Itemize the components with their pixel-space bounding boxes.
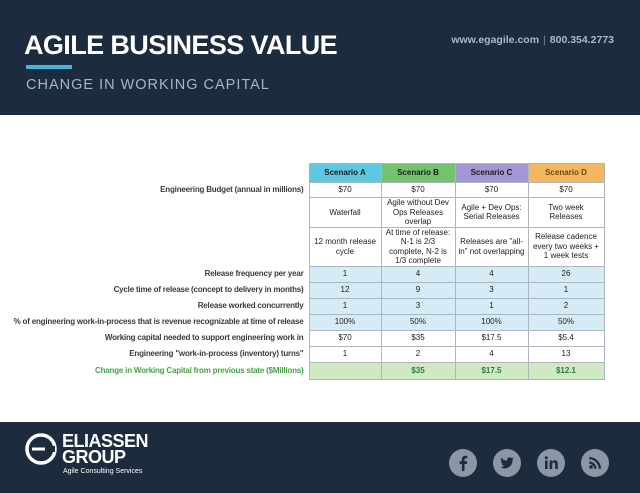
table-cell: 12 <box>308 281 382 299</box>
table-cell: Agile + Dev Ops: Serial Releases <box>454 197 529 228</box>
table-row: Release frequency per year 1 4 4 26 <box>0 265 605 283</box>
table-cell: 13 <box>527 345 605 363</box>
table-cell: Two week Releases <box>527 197 605 228</box>
table-row: Cycle time of release (concept to delive… <box>0 281 605 299</box>
table-cell: At time of release: N-1 is 2/3 complete,… <box>380 226 456 267</box>
working-capital-table: Scenario A Scenario B Scenario C Scenari… <box>0 163 605 380</box>
table-cell: $70 <box>454 182 529 198</box>
table-cell: $35 <box>380 329 456 347</box>
eliassen-logo-icon <box>24 432 58 471</box>
table-cell: $70 <box>308 182 382 198</box>
table-cell: Release cadence every two weeks + 1 week… <box>527 226 605 267</box>
table-row: 12 month release cycle At time of releas… <box>0 226 605 267</box>
table-cell: $70 <box>380 182 456 198</box>
table-row: Release worked concurrently 1 3 1 2 <box>0 297 605 315</box>
table-cell: $35 <box>380 361 456 380</box>
table-cell: $70 <box>527 182 605 198</box>
scenario-header-row: Scenario A Scenario B Scenario C Scenari… <box>0 163 605 183</box>
row-label: Release frequency per year <box>204 269 304 279</box>
table-cell: $5.4 <box>527 329 605 347</box>
scenario-b-header: Scenario B <box>380 163 456 183</box>
table-cell: 100% <box>308 313 382 331</box>
logo-wordmark-line2: GROUP <box>62 447 126 467</box>
row-label: Change in Working Capital from previous … <box>95 365 304 375</box>
table-cell: 1 <box>308 265 382 283</box>
table-cell: 12 month release cycle <box>308 226 382 267</box>
table-cell: 2 <box>527 297 605 315</box>
rss-icon[interactable] <box>581 449 609 477</box>
table-cell: Releases are "all-in" not overlapping <box>454 226 529 267</box>
header-banner: AGILE BUSINESS VALUE CHANGE IN WORKING C… <box>0 0 640 115</box>
twitter-icon[interactable] <box>493 449 521 477</box>
table-cell: Waterfall <box>308 197 382 228</box>
row-label: % of engineering work-in-process that is… <box>13 317 304 327</box>
table-cell: 1 <box>308 297 382 315</box>
table-row: Waterfall Agile without Dev Ops Releases… <box>0 197 605 228</box>
title-underline <box>26 65 72 69</box>
website-link[interactable]: www.egagile.com <box>451 34 540 46</box>
table-cell: 50% <box>380 313 456 331</box>
table-cell: 3 <box>380 297 456 315</box>
table-cell: 4 <box>380 265 456 283</box>
table-cell: 1 <box>308 345 382 363</box>
scenario-a-header: Scenario A <box>308 163 382 183</box>
table-cell: 50% <box>527 313 605 331</box>
table-cell: 4 <box>454 345 529 363</box>
header-spacer <box>0 164 309 183</box>
scenario-d-header: Scenario D <box>527 163 605 183</box>
logo-tagline: Agile Consulting Services <box>63 468 143 475</box>
table-cell: 100% <box>454 313 529 331</box>
table-cell: 26 <box>527 265 605 283</box>
footer-banner: ELIASSEN GROUP Agile Consulting Services <box>0 422 640 493</box>
page-title: AGILE BUSINESS VALUE <box>24 30 338 60</box>
contact-separator: | <box>543 34 546 46</box>
phone-number: 800.354.2773 <box>549 34 614 46</box>
row-label: Release worked concurrently <box>197 301 304 311</box>
scenario-c-header: Scenario C <box>454 163 529 183</box>
table-cell: $12.1 <box>527 361 605 380</box>
table-cell: $70 <box>308 329 382 347</box>
table-cell: 3 <box>454 281 529 299</box>
row-label <box>0 227 309 266</box>
logo-wordmark-line1: ELIASSEN <box>62 431 149 451</box>
table-row: Engineering "work-in-process (inventory)… <box>0 345 605 363</box>
page-subtitle: CHANGE IN WORKING CAPITAL <box>26 77 270 93</box>
table-cell <box>308 361 382 380</box>
contact-info: www.egagile.com | 800.354.2773 <box>451 34 614 46</box>
row-label: Working capital needed to support engine… <box>104 333 304 343</box>
table-cell: Agile without Dev Ops Releases overlap <box>380 197 456 228</box>
table-row: Working capital needed to support engine… <box>0 329 605 347</box>
table-cell: 4 <box>454 265 529 283</box>
table-row: Engineering Budget (annual in millions) … <box>0 182 605 198</box>
table-cell: 1 <box>527 281 605 299</box>
table-cell: $17.5 <box>454 361 529 380</box>
table-cell: 1 <box>454 297 529 315</box>
table-cell: 9 <box>380 281 456 299</box>
table-cell: 2 <box>380 345 456 363</box>
facebook-icon[interactable] <box>449 449 477 477</box>
linkedin-icon[interactable] <box>537 449 565 477</box>
row-label: Engineering "work-in-process (inventory)… <box>129 349 304 359</box>
table-cell: $17.5 <box>454 329 529 347</box>
table-row: % of engineering work-in-process that is… <box>0 313 605 331</box>
table-row: Change in Working Capital from previous … <box>0 361 605 380</box>
row-label: Cycle time of release (concept to delive… <box>113 285 304 295</box>
row-label: Engineering Budget (annual in millions) <box>160 185 304 195</box>
row-label <box>0 198 309 228</box>
